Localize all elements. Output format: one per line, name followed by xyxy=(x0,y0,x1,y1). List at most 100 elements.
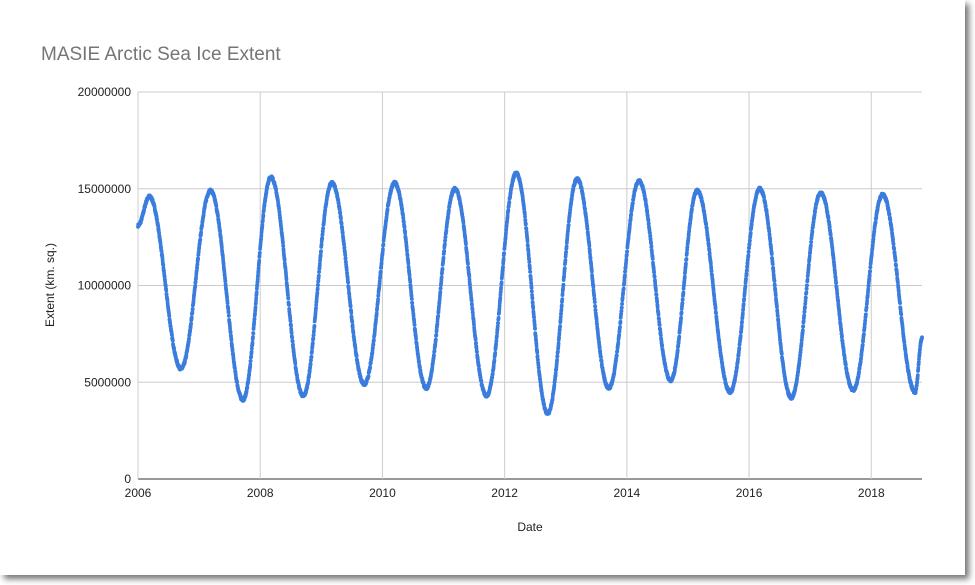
data-point xyxy=(593,308,598,312)
data-point xyxy=(895,272,899,277)
data-point xyxy=(842,356,847,361)
data-point xyxy=(657,323,662,327)
data-point xyxy=(767,229,772,234)
data-point xyxy=(630,201,635,205)
data-point xyxy=(649,241,654,246)
data-point xyxy=(920,335,924,340)
data-point xyxy=(588,255,593,260)
data-point xyxy=(896,289,901,294)
data-point xyxy=(368,360,373,365)
data-point xyxy=(803,305,807,310)
data-point xyxy=(501,265,505,269)
data-point xyxy=(305,385,310,389)
data-point xyxy=(446,208,451,213)
data-point xyxy=(529,286,534,290)
data-point xyxy=(410,301,415,306)
y-tick-label: 20000000 xyxy=(78,85,132,99)
data-point xyxy=(556,341,561,346)
data-point xyxy=(444,228,449,233)
data-point xyxy=(381,247,385,252)
data-point xyxy=(253,305,258,310)
data-point xyxy=(197,241,202,246)
data-point xyxy=(894,263,898,268)
data-point xyxy=(248,362,253,367)
data-point xyxy=(257,251,262,255)
data-point xyxy=(619,308,624,313)
data-point xyxy=(798,350,803,355)
data-point xyxy=(862,332,866,336)
data-point xyxy=(214,204,219,209)
data-point xyxy=(798,353,803,358)
data-point xyxy=(461,220,466,225)
data-point xyxy=(763,203,768,208)
data-point xyxy=(497,306,502,311)
data-point xyxy=(366,374,371,379)
data-point xyxy=(226,310,231,315)
data-point xyxy=(748,230,753,235)
data-point xyxy=(583,207,587,211)
data-point xyxy=(740,319,744,324)
data-point xyxy=(839,329,844,333)
data-point xyxy=(311,336,316,341)
data-point xyxy=(679,310,684,315)
data-point xyxy=(558,315,563,319)
data-point xyxy=(625,249,630,254)
data-point xyxy=(315,286,320,291)
data-point xyxy=(585,226,590,231)
data-point xyxy=(621,286,626,291)
data-point xyxy=(685,245,690,249)
data-point xyxy=(624,257,629,262)
data-point xyxy=(656,312,661,317)
data-point xyxy=(800,328,805,333)
data-point xyxy=(199,230,204,235)
data-point xyxy=(498,295,503,300)
data-point xyxy=(618,324,622,329)
data-point xyxy=(193,283,198,288)
data-point xyxy=(343,253,348,258)
data-point xyxy=(901,328,905,333)
data-point xyxy=(494,339,499,343)
data-point xyxy=(562,266,567,270)
data-point xyxy=(592,293,597,298)
data-point xyxy=(871,236,876,241)
data-point xyxy=(490,371,495,376)
data-point xyxy=(472,322,476,327)
data-point xyxy=(621,291,626,295)
data-point xyxy=(442,248,447,253)
data-point xyxy=(225,301,230,306)
data-point xyxy=(371,337,376,342)
y-tick-label: 5000000 xyxy=(84,375,131,389)
data-point xyxy=(899,312,904,317)
data-point xyxy=(864,312,868,317)
data-point xyxy=(495,324,500,328)
data-point xyxy=(767,232,772,237)
data-point xyxy=(470,310,475,315)
data-point xyxy=(412,323,417,327)
data-point xyxy=(229,337,234,342)
data-point xyxy=(747,241,752,246)
data-point xyxy=(478,375,483,380)
data-point xyxy=(801,324,806,329)
data-point xyxy=(377,279,382,284)
data-point xyxy=(559,307,564,312)
data-point xyxy=(865,299,869,303)
data-point xyxy=(652,270,657,275)
data-point xyxy=(686,233,691,237)
data-point xyxy=(772,283,777,288)
data-point xyxy=(749,222,754,227)
data-point xyxy=(310,340,315,345)
data-point xyxy=(501,256,506,261)
data-point xyxy=(371,342,376,347)
data-point xyxy=(679,315,683,320)
data-point xyxy=(552,383,557,387)
data-point xyxy=(593,304,598,309)
data-point xyxy=(499,285,504,290)
data-point xyxy=(708,261,713,266)
data-point xyxy=(587,243,592,248)
data-point xyxy=(809,240,814,245)
data-point xyxy=(308,361,313,366)
data-point xyxy=(434,332,439,337)
data-point xyxy=(251,334,255,339)
data-point xyxy=(772,279,777,283)
data-point xyxy=(351,331,356,336)
